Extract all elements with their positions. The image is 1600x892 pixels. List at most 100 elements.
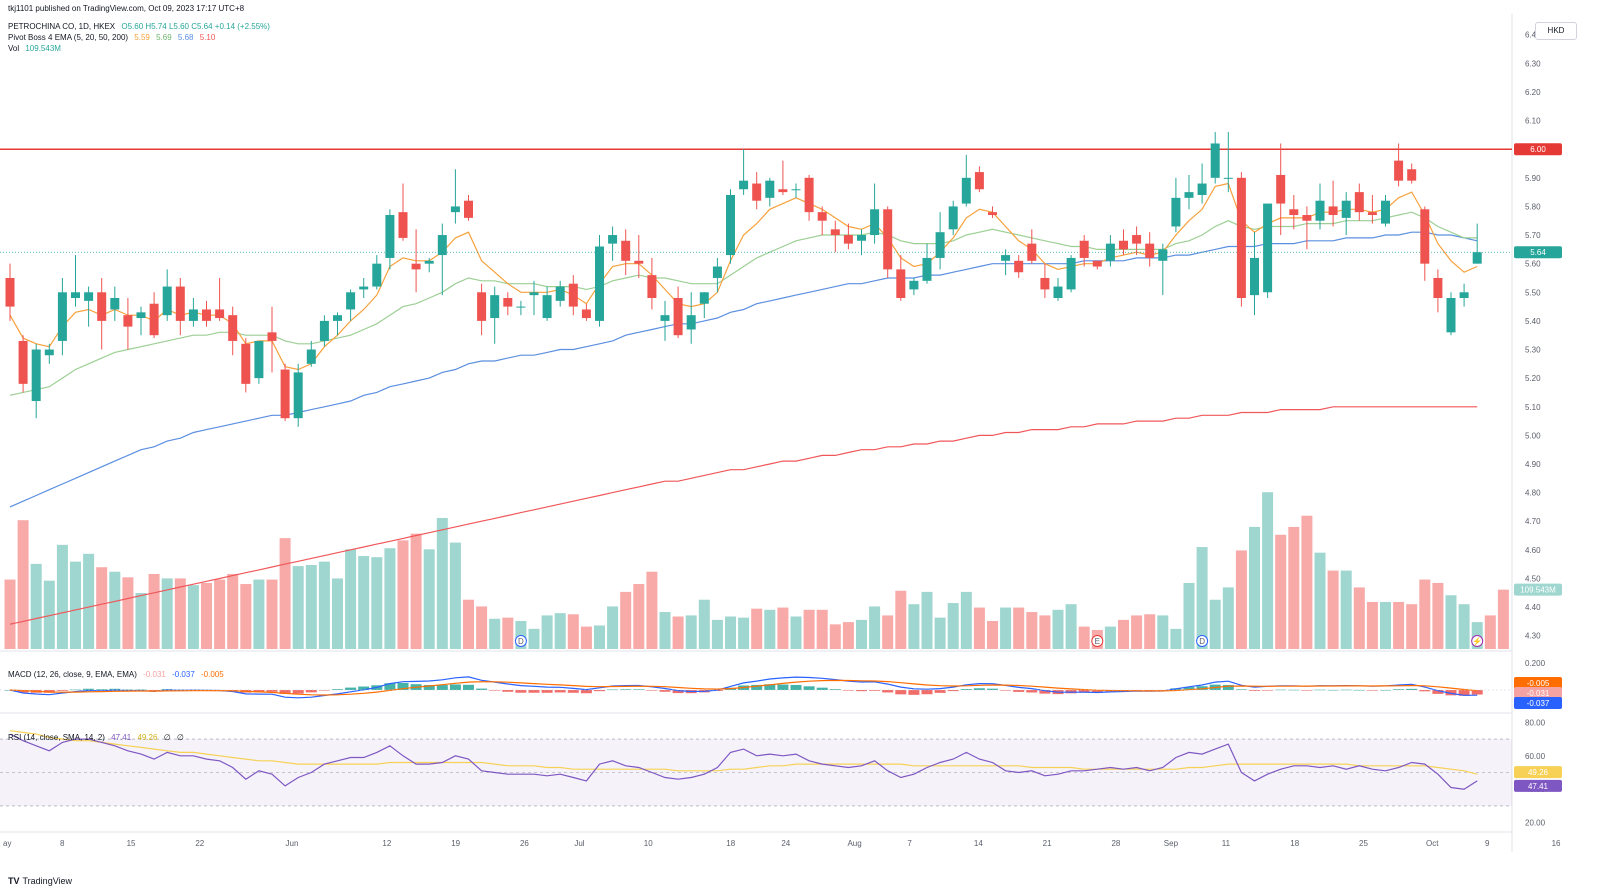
candle-body[interactable] <box>883 209 893 270</box>
candle-body[interactable] <box>333 315 342 321</box>
candle-body[interactable] <box>555 286 565 301</box>
candle-body[interactable] <box>804 177 814 213</box>
candle-body[interactable] <box>346 292 356 310</box>
candle-body[interactable] <box>149 303 159 336</box>
candle-body[interactable] <box>136 312 146 319</box>
candle-body[interactable] <box>437 235 447 256</box>
candle-body[interactable] <box>398 212 408 238</box>
candle-body[interactable] <box>791 189 801 191</box>
currency-badge[interactable]: HKD <box>1535 22 1577 40</box>
candle-body[interactable] <box>1328 206 1338 216</box>
candle-body[interactable] <box>595 246 604 321</box>
candle-body[interactable] <box>424 260 434 264</box>
candle-body[interactable] <box>857 235 866 241</box>
candle-body[interactable] <box>254 340 264 379</box>
candle-body[interactable] <box>5 277 15 307</box>
candle-body[interactable] <box>1381 200 1390 224</box>
candle-body[interactable] <box>1276 174 1286 204</box>
candle-body[interactable] <box>57 292 67 341</box>
candle-body[interactable] <box>1105 243 1115 261</box>
candle-body[interactable] <box>896 269 906 299</box>
candle-body[interactable] <box>1420 209 1430 264</box>
candle-body[interactable] <box>1210 143 1220 178</box>
candle-body[interactable] <box>1289 209 1299 216</box>
candle-body[interactable] <box>1236 177 1246 299</box>
candle-body[interactable] <box>162 286 172 316</box>
candle-body[interactable] <box>739 180 749 190</box>
dividend-marker[interactable] <box>1196 635 1209 647</box>
candle-body[interactable] <box>516 306 526 308</box>
candle-body[interactable] <box>765 180 775 198</box>
candle-body[interactable] <box>699 292 709 304</box>
macd-legend[interactable]: MACD (12, 26, close, 9, EMA, EMA) -0.031… <box>8 670 228 680</box>
candle-body[interactable] <box>935 232 945 258</box>
candle-body[interactable] <box>843 235 853 244</box>
candle-body[interactable] <box>228 315 238 341</box>
candle-body[interactable] <box>1472 252 1482 264</box>
candle-body[interactable] <box>1092 260 1102 267</box>
candle-body[interactable] <box>306 349 316 364</box>
candle-body[interactable] <box>359 286 369 290</box>
candle-body[interactable] <box>110 298 120 310</box>
candle-body[interactable] <box>673 298 683 336</box>
candle-body[interactable] <box>175 286 185 321</box>
candle-body[interactable] <box>319 320 329 341</box>
candle-body[interactable] <box>71 292 80 299</box>
tradingview-watermark[interactable]: TV TradingView <box>8 876 72 886</box>
candle-body[interactable] <box>411 263 421 270</box>
candle-body[interactable] <box>1354 192 1364 213</box>
candle-body[interactable] <box>712 266 722 278</box>
candle-body[interactable] <box>1119 240 1128 250</box>
candle-body[interactable] <box>778 189 788 193</box>
candle-body[interactable] <box>726 194 735 256</box>
candle-body[interactable] <box>202 309 211 321</box>
candle-body[interactable] <box>1014 260 1024 273</box>
symbol-name[interactable]: PETROCHINA CO, 1D, HKEX <box>8 22 116 31</box>
candle-body[interactable] <box>1001 255 1011 261</box>
candle-body[interactable] <box>18 340 28 384</box>
candle-body[interactable] <box>241 343 251 384</box>
candle-body[interactable] <box>1066 257 1076 290</box>
candle-body[interactable] <box>634 260 644 264</box>
candle-body[interactable] <box>84 292 94 301</box>
candle-body[interactable] <box>1263 203 1273 293</box>
candle-body[interactable] <box>1367 212 1377 216</box>
earnings-marker[interactable] <box>1091 635 1104 647</box>
candle-body[interactable] <box>529 292 539 296</box>
candle-body[interactable] <box>988 212 997 216</box>
candle-body[interactable] <box>830 229 840 236</box>
candle-body[interactable] <box>909 280 919 290</box>
candle-body[interactable] <box>1040 277 1050 290</box>
candle-body[interactable] <box>647 275 657 299</box>
candle-body[interactable] <box>1027 243 1037 261</box>
candle-body[interactable] <box>870 209 880 236</box>
candle-body[interactable] <box>752 183 762 201</box>
rsi-legend[interactable]: RSI (14, close, SMA, 14, 2) 47.41 49.26 … <box>8 733 188 743</box>
candle-body[interactable] <box>1407 169 1417 181</box>
candle-body[interactable] <box>1158 249 1168 261</box>
candle-body[interactable] <box>503 298 513 307</box>
candle-body[interactable] <box>1459 292 1469 299</box>
candle-body[interactable] <box>948 206 958 230</box>
candle-body[interactable] <box>1223 177 1233 179</box>
candle-body[interactable] <box>44 349 54 356</box>
candle-body[interactable] <box>1302 215 1312 221</box>
candle-body[interactable] <box>1341 200 1351 218</box>
candle-body[interactable] <box>1079 240 1089 258</box>
candle-body[interactable] <box>215 309 225 319</box>
candle-body[interactable] <box>961 177 971 204</box>
candle-body[interactable] <box>542 295 552 319</box>
split-marker[interactable] <box>1471 635 1484 647</box>
candle-body[interactable] <box>568 283 578 307</box>
candle-body[interactable] <box>817 212 827 221</box>
candle-body[interactable] <box>97 292 107 321</box>
candle-body[interactable] <box>490 295 500 319</box>
candle-body[interactable] <box>267 332 277 341</box>
candle-body[interactable] <box>385 215 395 258</box>
candle-body[interactable] <box>450 206 460 213</box>
candle-body[interactable] <box>1132 235 1142 244</box>
candle-body[interactable] <box>581 309 591 319</box>
candle-body[interactable] <box>1197 183 1207 195</box>
candle-body[interactable] <box>686 315 696 330</box>
